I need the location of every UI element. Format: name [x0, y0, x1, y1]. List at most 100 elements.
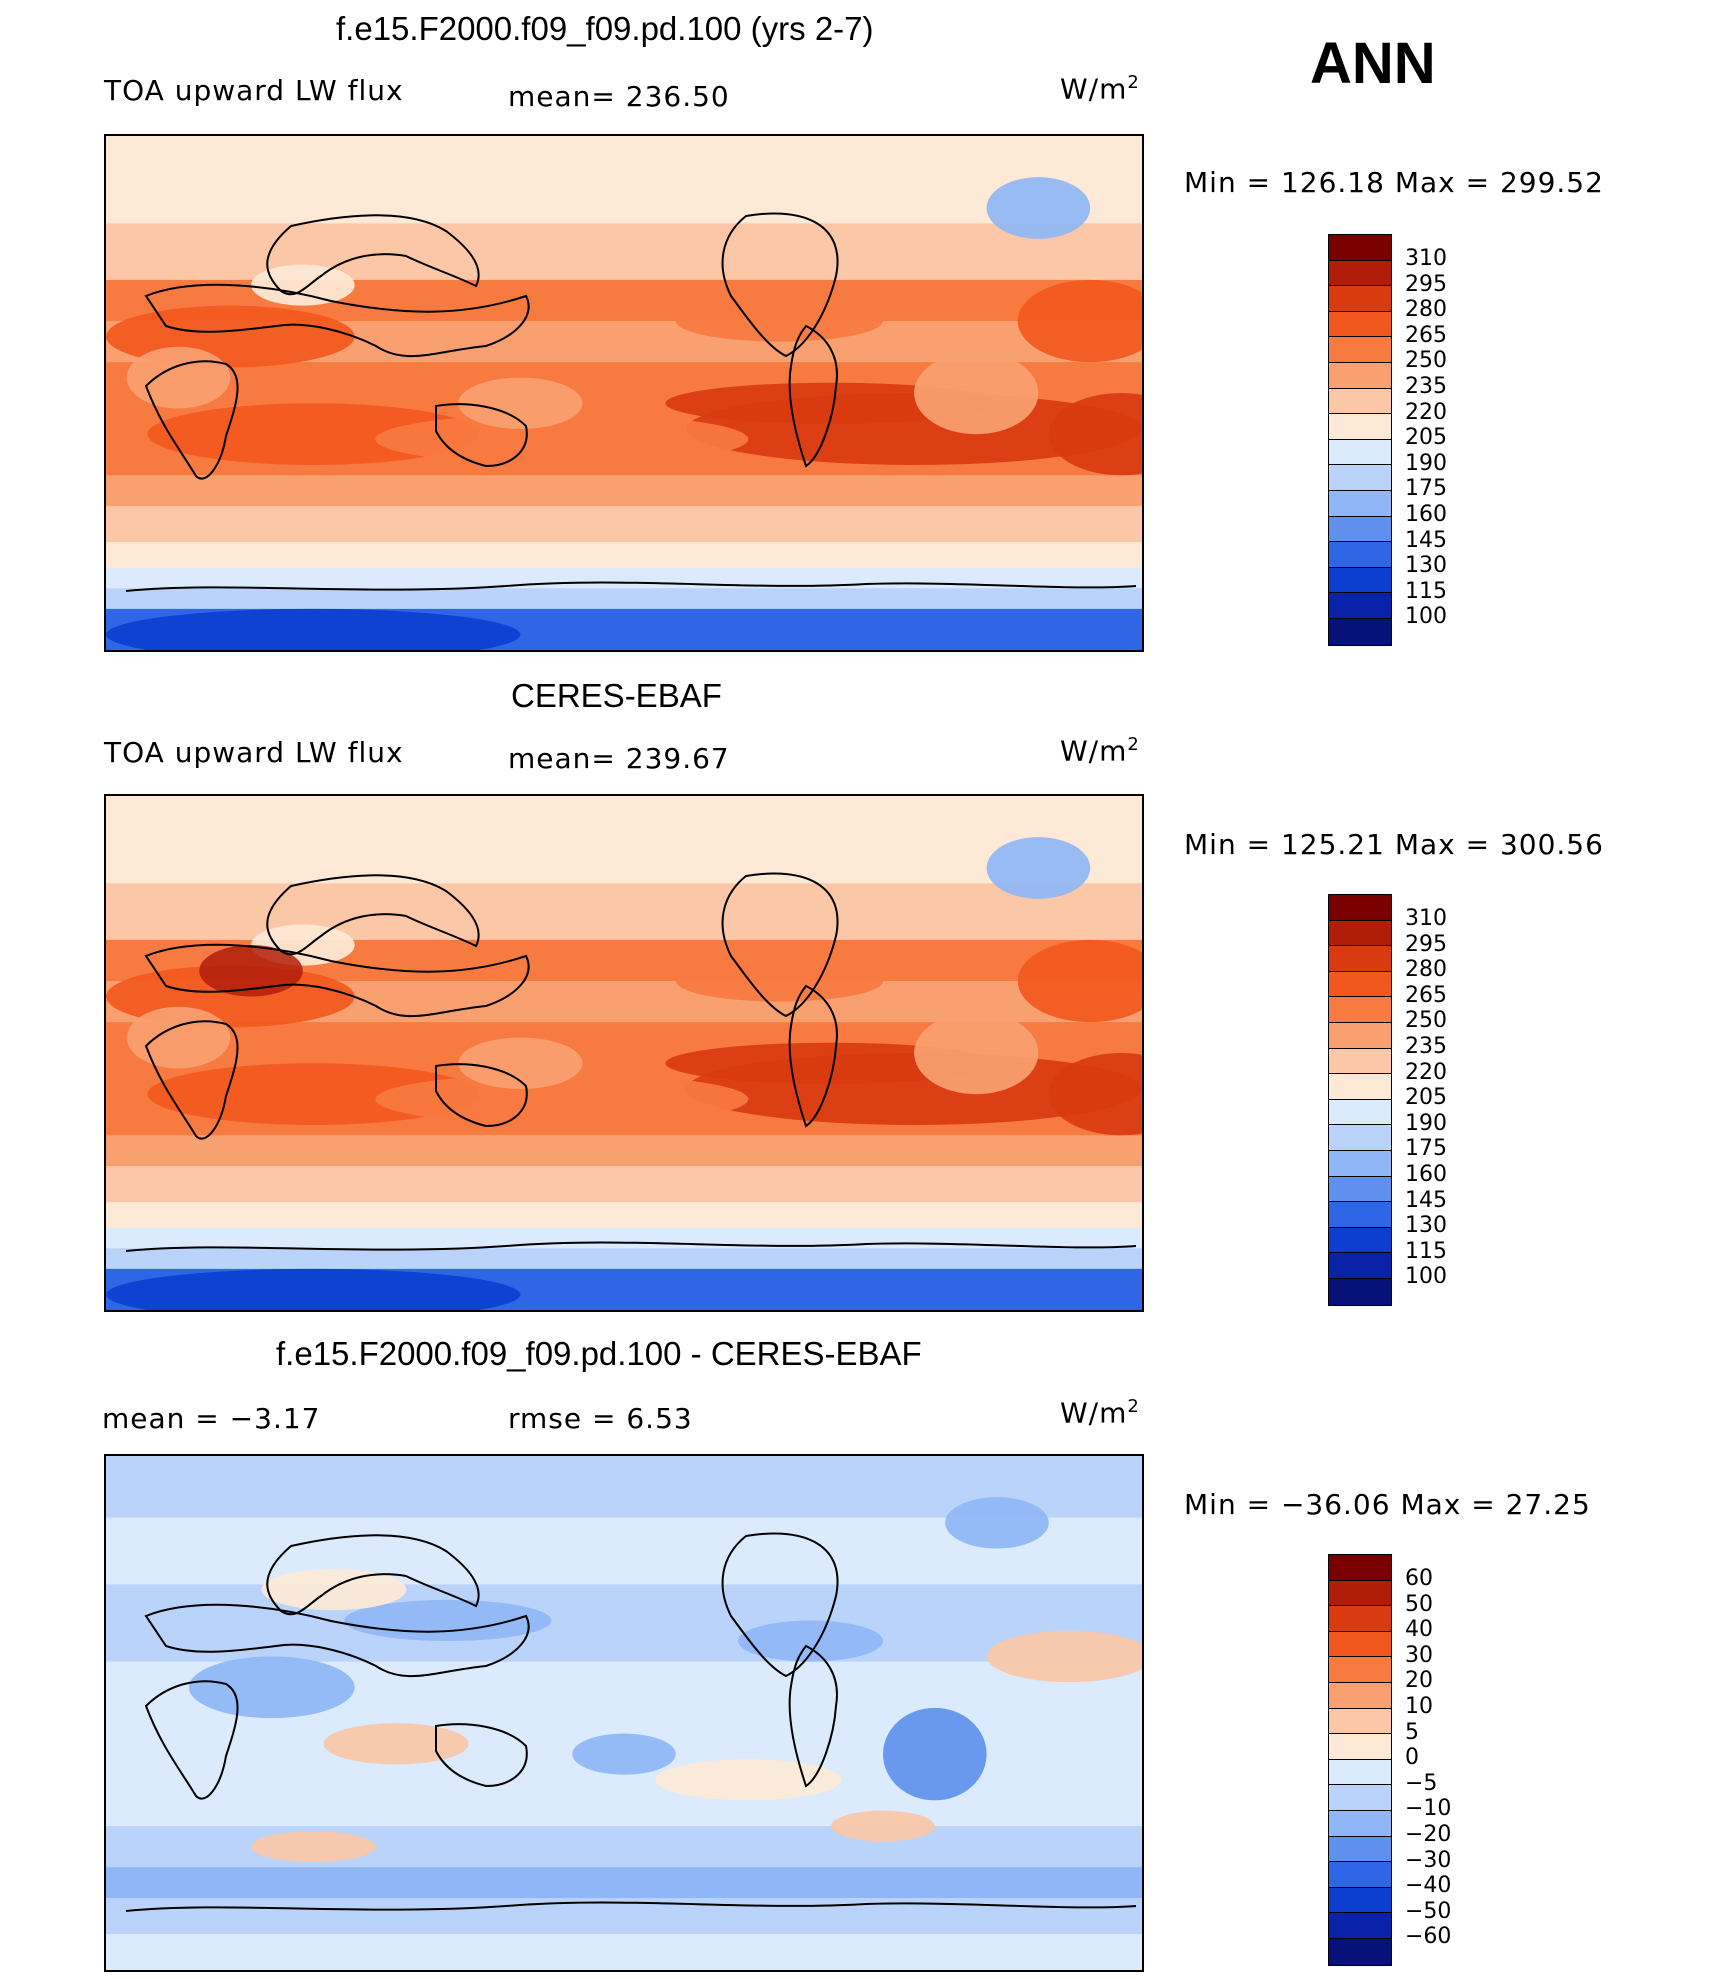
colorbar-tick-label: 145	[1405, 1187, 1447, 1213]
panel3-title: f.e15.F2000.f09_f09.pd.100 - CERES-EBAF	[276, 1335, 922, 1372]
colorbar-tick-label: 190	[1405, 1110, 1447, 1136]
colorbar-swatch	[1329, 439, 1391, 466]
colorbar-tick-label: 175	[1405, 1136, 1447, 1162]
colorbar-tick-label: 280	[1405, 297, 1447, 323]
colorbar-tick-label: 40	[1405, 1617, 1433, 1643]
panel3-colorbar	[1328, 1554, 1392, 1966]
colorbar-tick-label: 265	[1405, 322, 1447, 348]
colorbar-tick-label: 295	[1405, 271, 1447, 297]
colorbar-swatch	[1329, 542, 1391, 568]
panel3-units: W/m2	[1060, 1396, 1140, 1430]
panel1-variable: TOA upward LW flux	[104, 74, 404, 107]
colorbar-swatch	[1329, 1150, 1391, 1177]
panel2-units: W/m2	[1060, 734, 1140, 768]
colorbar-swatch	[1329, 1785, 1391, 1811]
colorbar-swatch	[1329, 1657, 1391, 1683]
colorbar-swatch	[1329, 1278, 1391, 1305]
colorbar-swatch	[1329, 286, 1391, 312]
panel3-mean: mean = −3.17	[102, 1402, 321, 1435]
colorbar-swatch	[1329, 997, 1391, 1023]
colorbar-tick-label: 130	[1405, 553, 1447, 579]
panel2-minmax: Min = 125.21 Max = 300.56	[1184, 828, 1604, 861]
panel1-mean: mean= 236.50	[508, 80, 730, 113]
colorbar-swatch	[1329, 1125, 1391, 1151]
colorbar-tick-label: 250	[1405, 1008, 1447, 1034]
panel2-colorbar-ticks: 310 295 280 265 250 235 220 205 190 175 160 145 130 1…	[1405, 906, 1447, 1290]
colorbar-swatch	[1329, 1682, 1391, 1709]
colorbar-tick-label: 220	[1405, 1059, 1447, 1085]
colorbar-swatch	[1329, 946, 1391, 972]
colorbar-swatch	[1329, 414, 1391, 440]
panel3-map	[104, 1454, 1144, 1972]
colorbar-swatch	[1329, 593, 1391, 619]
panel2-colorbar	[1328, 894, 1392, 1306]
colorbar-swatch	[1329, 337, 1391, 363]
colorbar-tick-label: 60	[1405, 1566, 1433, 1591]
colorbar-tick-label: 100	[1405, 1264, 1447, 1290]
colorbar-swatch	[1329, 235, 1391, 261]
colorbar-tick-label: 310	[1405, 906, 1447, 931]
colorbar-tick-label: 160	[1405, 1161, 1447, 1187]
colorbar-tick-label: 115	[1405, 578, 1447, 604]
colorbar-tick-label: 0	[1405, 1745, 1419, 1771]
panel2-map	[104, 794, 1144, 1312]
colorbar-tick-label: 160	[1405, 501, 1447, 527]
colorbar-swatch	[1329, 1810, 1391, 1837]
colorbar-tick-label: 265	[1405, 982, 1447, 1008]
panel2-variable: TOA upward LW flux	[104, 736, 404, 769]
colorbar-swatch	[1329, 1074, 1391, 1100]
colorbar-tick-label: 20	[1405, 1668, 1433, 1694]
colorbar-swatch	[1329, 1580, 1391, 1607]
panel1-colorbar-ticks: 310 295 280 265 250 235 220 205 190 175 160 145 130 1…	[1405, 246, 1447, 630]
colorbar-tick-label: −60	[1405, 1924, 1452, 1950]
colorbar-tick-label: −30	[1405, 1847, 1452, 1873]
colorbar-swatch	[1329, 567, 1391, 594]
panel2-mean: mean= 239.67	[508, 742, 730, 775]
colorbar-swatch	[1329, 465, 1391, 491]
panel1-map	[104, 134, 1144, 652]
colorbar-swatch	[1329, 1887, 1391, 1914]
colorbar-swatch	[1329, 1631, 1391, 1658]
colorbar-swatch	[1329, 1759, 1391, 1786]
colorbar-tick-label: 175	[1405, 476, 1447, 502]
colorbar-tick-label: 280	[1405, 957, 1447, 983]
colorbar-swatch	[1329, 1253, 1391, 1279]
colorbar-tick-label: 235	[1405, 1033, 1447, 1059]
panel3-minmax: Min = −36.06 Max = 27.25	[1184, 1488, 1591, 1521]
colorbar-tick-label: 250	[1405, 348, 1447, 374]
colorbar-swatch	[1329, 490, 1391, 517]
colorbar-tick-label: 5	[1405, 1719, 1419, 1745]
colorbar-swatch	[1329, 1708, 1391, 1735]
colorbar-tick-label: 115	[1405, 1238, 1447, 1264]
colorbar-swatch	[1329, 1227, 1391, 1254]
colorbar-tick-label: 30	[1405, 1642, 1433, 1668]
colorbar-swatch	[1329, 1606, 1391, 1632]
colorbar-tick-label: −20	[1405, 1821, 1452, 1847]
panel3-colorbar-ticks: 60 50 40 30 20 10 5 0 −5 −10 −20 −30 −40 −50 −60	[1405, 1566, 1451, 1950]
panel1-title: f.e15.F2000.f09_f09.pd.100 (yrs 2-7)	[336, 10, 874, 47]
colorbar-tick-label: 190	[1405, 450, 1447, 476]
panel1-minmax: Min = 126.18 Max = 299.52	[1184, 166, 1604, 199]
colorbar-swatch	[1329, 1202, 1391, 1228]
colorbar-tick-label: −40	[1405, 1873, 1452, 1899]
colorbar-swatch	[1329, 1734, 1391, 1760]
panel3-rmse: rmse = 6.53	[508, 1402, 693, 1435]
colorbar-tick-label: 220	[1405, 399, 1447, 425]
colorbar-swatch	[1329, 1022, 1391, 1049]
colorbar-tick-label: 100	[1405, 604, 1447, 630]
colorbar-tick-label: −10	[1405, 1796, 1452, 1822]
colorbar-swatch	[1329, 1099, 1391, 1126]
colorbar-swatch	[1329, 1913, 1391, 1939]
colorbar-tick-label: 145	[1405, 527, 1447, 553]
colorbar-tick-label: −5	[1405, 1770, 1438, 1796]
colorbar-swatch	[1329, 1836, 1391, 1863]
panel1-units: W/m2	[1060, 72, 1140, 106]
colorbar-swatch	[1329, 388, 1391, 415]
colorbar-tick-label: 130	[1405, 1213, 1447, 1239]
colorbar-swatch	[1329, 311, 1391, 338]
colorbar-swatch	[1329, 260, 1391, 287]
panel2-title: CERES-EBAF	[511, 677, 722, 714]
colorbar-tick-label: 310	[1405, 246, 1447, 271]
colorbar-tick-label: 235	[1405, 373, 1447, 399]
colorbar-tick-label: 295	[1405, 931, 1447, 957]
